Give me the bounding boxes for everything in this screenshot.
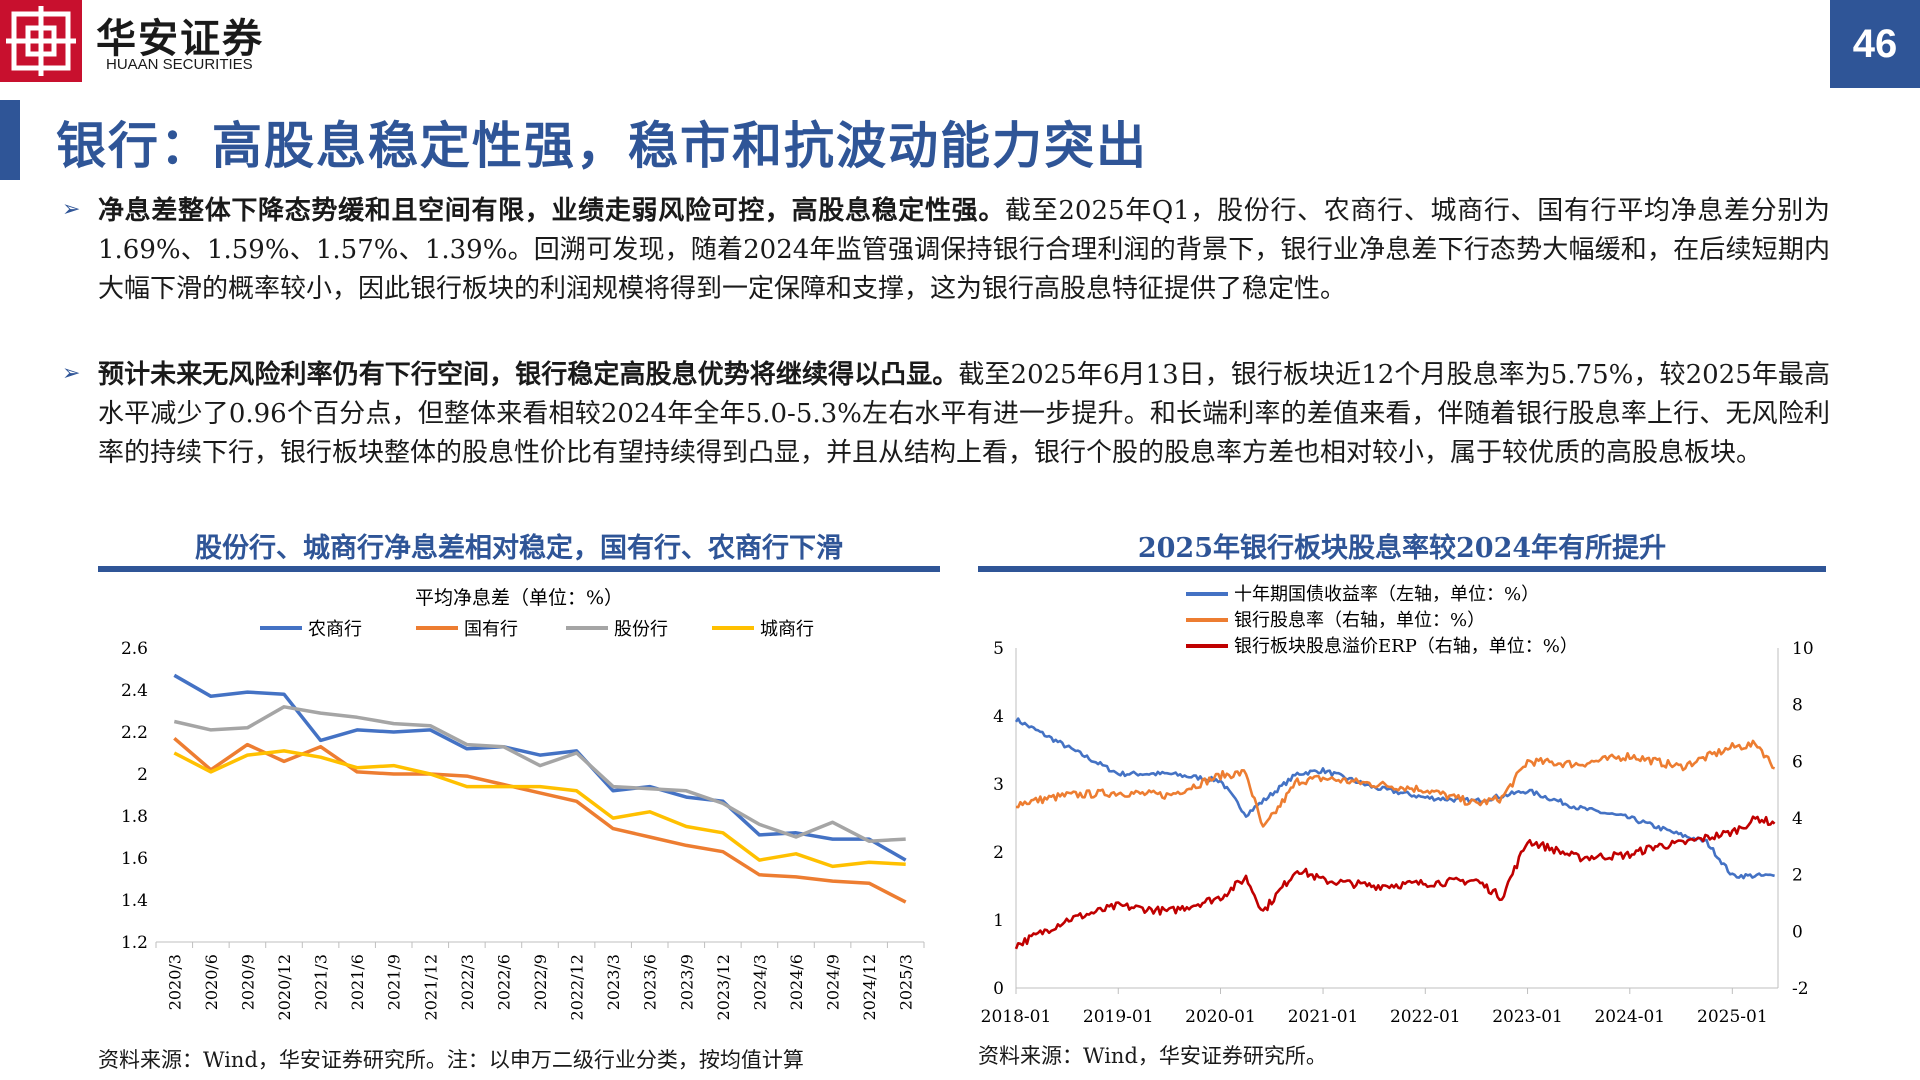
right-chart-heading: 2025年银行板块股息率较2024年有所提升: [1137, 533, 1667, 564]
y-tick-label: 2: [137, 765, 148, 785]
series-line: [1015, 739, 1776, 828]
x-tick-label: 2022/12: [568, 954, 587, 1020]
right-y-tick-label: 6: [1792, 752, 1803, 772]
title-accent-bar: [0, 100, 20, 180]
x-tick-label: 2024/3: [750, 954, 769, 1010]
right-y-tick-label: 4: [1792, 809, 1803, 829]
left-chart-title: 平均净息差（单位：%）: [415, 587, 623, 609]
x-tick-label: 2023/12: [714, 954, 733, 1020]
legend-label: 银行板块股息溢价ERP（右轴，单位：%）: [1234, 636, 1578, 657]
page-number: 46: [1830, 0, 1920, 88]
right-chart-legend: 十年期国债收益率（左轴，单位：%） 银行股息率（右轴，单位：%） 银行板块股息溢价E…: [1186, 584, 1578, 657]
right-y-tick-label: -2: [1792, 979, 1809, 999]
right-chart-source: 资料来源：Wind，华安证券研究所。: [978, 1044, 1327, 1068]
series-line: [173, 705, 906, 843]
x-tick-label: 2020/3: [165, 954, 184, 1010]
logo-chinese-name: 华安证券: [96, 15, 264, 62]
x-tick-label: 2022/9: [531, 954, 550, 1010]
paragraph-1-text: 截至2025年Q1，股份行、农商行、城商行、国有行平均净息差分别为1.69%、1…: [98, 196, 1830, 304]
series-line: [1014, 815, 1776, 950]
logo-symbol-icon: [6, 6, 76, 76]
series-line: [1014, 717, 1775, 880]
left-chart: 平均净息差（单位：%） 农商行 国有行 股份行 城商行 2.6 2.4 2.2 2 1.8 1.…: [121, 587, 925, 1020]
y-tick-label: 2.4: [121, 681, 148, 701]
right-y-tick-label: 10: [1792, 639, 1814, 659]
x-tick-label: 2020/9: [238, 954, 257, 1010]
left-y-tick-label: 1: [993, 911, 1004, 931]
left-chart-source: 资料来源：Wind，华安证券研究所。注：以申万二级行业分类，按均值计算: [98, 1048, 804, 1072]
right-chart: 十年期国债收益率（左轴，单位：%） 银行股息率（右轴，单位：%） 银行板块股息溢价E…: [981, 584, 1814, 1027]
right-y-tick-label: 2: [1792, 866, 1803, 886]
left-y-tick-label: 2: [993, 843, 1004, 863]
x-tick-label: 2018-01: [981, 1007, 1052, 1027]
y-tick-label: 1.4: [121, 891, 148, 911]
x-tick-label: 2021/12: [421, 954, 440, 1020]
x-tick-label: 2023/3: [604, 954, 623, 1010]
left-y-tick-label: 3: [993, 775, 1004, 795]
x-tick-label: 2022-01: [1390, 1007, 1461, 1027]
paragraph-1-bold: 净息差整体下降态势缓和且空间有限，业绩走弱风险可控，高股息稳定性强。: [98, 196, 1006, 226]
x-tick-label: 2024-01: [1594, 1007, 1665, 1027]
paragraph-2-text: 截至2025年6月13日，银行板块近12个月股息率为5.75%，较2025年最高…: [98, 360, 1830, 468]
legend-label: 农商行: [308, 619, 362, 640]
paragraph-1: 净息差整体下降态势缓和且空间有限，业绩走弱风险可控，高股息稳定性强。截至2025…: [98, 192, 1830, 309]
bullet-arrow-icon: ➢: [62, 197, 81, 222]
legend-label: 国有行: [464, 619, 518, 640]
legend-label: 城商行: [760, 619, 814, 640]
x-tick-label: 2023-01: [1492, 1007, 1563, 1027]
left-chart-series: [173, 673, 907, 904]
x-tick-label: 2023/6: [641, 954, 660, 1010]
x-tick-label: 2025-01: [1697, 1007, 1768, 1027]
page-title: 银行：高股息稳定性强，稳市和抗波动能力突出: [56, 116, 1148, 175]
x-tick-label: 2024/6: [787, 954, 806, 1010]
y-tick-label: 1.6: [121, 849, 148, 869]
right-chart-series: [1014, 717, 1776, 950]
left-chart-rule: [98, 566, 940, 572]
paragraph-2-bold: 预计未来无风险利率仍有下行空间，银行稳定高股息优势将继续得以凸显。: [98, 360, 959, 390]
y-tick-label: 1.8: [121, 807, 148, 827]
series-line: [173, 749, 906, 869]
x-tick-label: 2021/3: [312, 954, 331, 1010]
legend-label: 银行股息率（右轴，单位：%）: [1234, 610, 1485, 631]
x-tick-label: 2020-01: [1185, 1007, 1256, 1027]
x-tick-label: 2023/9: [677, 954, 696, 1010]
company-logo-mark: [0, 0, 82, 82]
legend-label: 股份行: [614, 619, 668, 640]
x-tick-label: 2024/9: [824, 954, 843, 1010]
y-tick-label: 1.2: [121, 933, 148, 953]
x-tick-label: 2020/6: [202, 954, 221, 1010]
x-tick-label: 2021/6: [348, 954, 367, 1010]
bullet-arrow-icon: ➢: [62, 361, 81, 386]
x-tick-label: 2025/3: [897, 954, 916, 1010]
x-tick-label: 2019-01: [1083, 1007, 1154, 1027]
left-chart-legend: 农商行 国有行 股份行 城商行: [260, 619, 814, 640]
left-chart-heading: 股份行、城商行净息差相对稳定，国有行、农商行下滑: [195, 533, 843, 564]
paragraph-2: 预计未来无风险利率仍有下行空间，银行稳定高股息优势将继续得以凸显。截至2025年…: [98, 356, 1830, 473]
x-tick-label: 2022/6: [494, 954, 513, 1010]
series-line: [173, 673, 907, 862]
x-tick-label: 2021/9: [385, 954, 404, 1010]
logo-english-name: HUAAN SECURITIES: [106, 56, 253, 73]
left-y-tick-label: 5: [993, 639, 1004, 659]
legend-label: 十年期国债收益率（左轴，单位：%）: [1234, 584, 1539, 605]
y-tick-label: 2.6: [121, 639, 148, 659]
right-chart-rule: [978, 566, 1826, 572]
right-y-tick-label: 0: [1792, 922, 1803, 942]
x-tick-label: 2020/12: [275, 954, 294, 1020]
x-tick-label: 2024/12: [860, 954, 879, 1020]
x-tick-label: 2022/3: [458, 954, 477, 1010]
left-y-tick-label: 4: [993, 707, 1004, 727]
left-y-tick-label: 0: [993, 979, 1004, 999]
series-line: [173, 736, 907, 904]
right-y-tick-label: 8: [1792, 696, 1803, 716]
left-chart-axes: 2.6 2.4 2.2 2 1.8 1.6 1.4 1.2 2020/3 2020/6 2020/9…: [121, 639, 925, 1020]
y-tick-label: 2.2: [121, 723, 148, 743]
x-tick-label: 2021-01: [1288, 1007, 1359, 1027]
